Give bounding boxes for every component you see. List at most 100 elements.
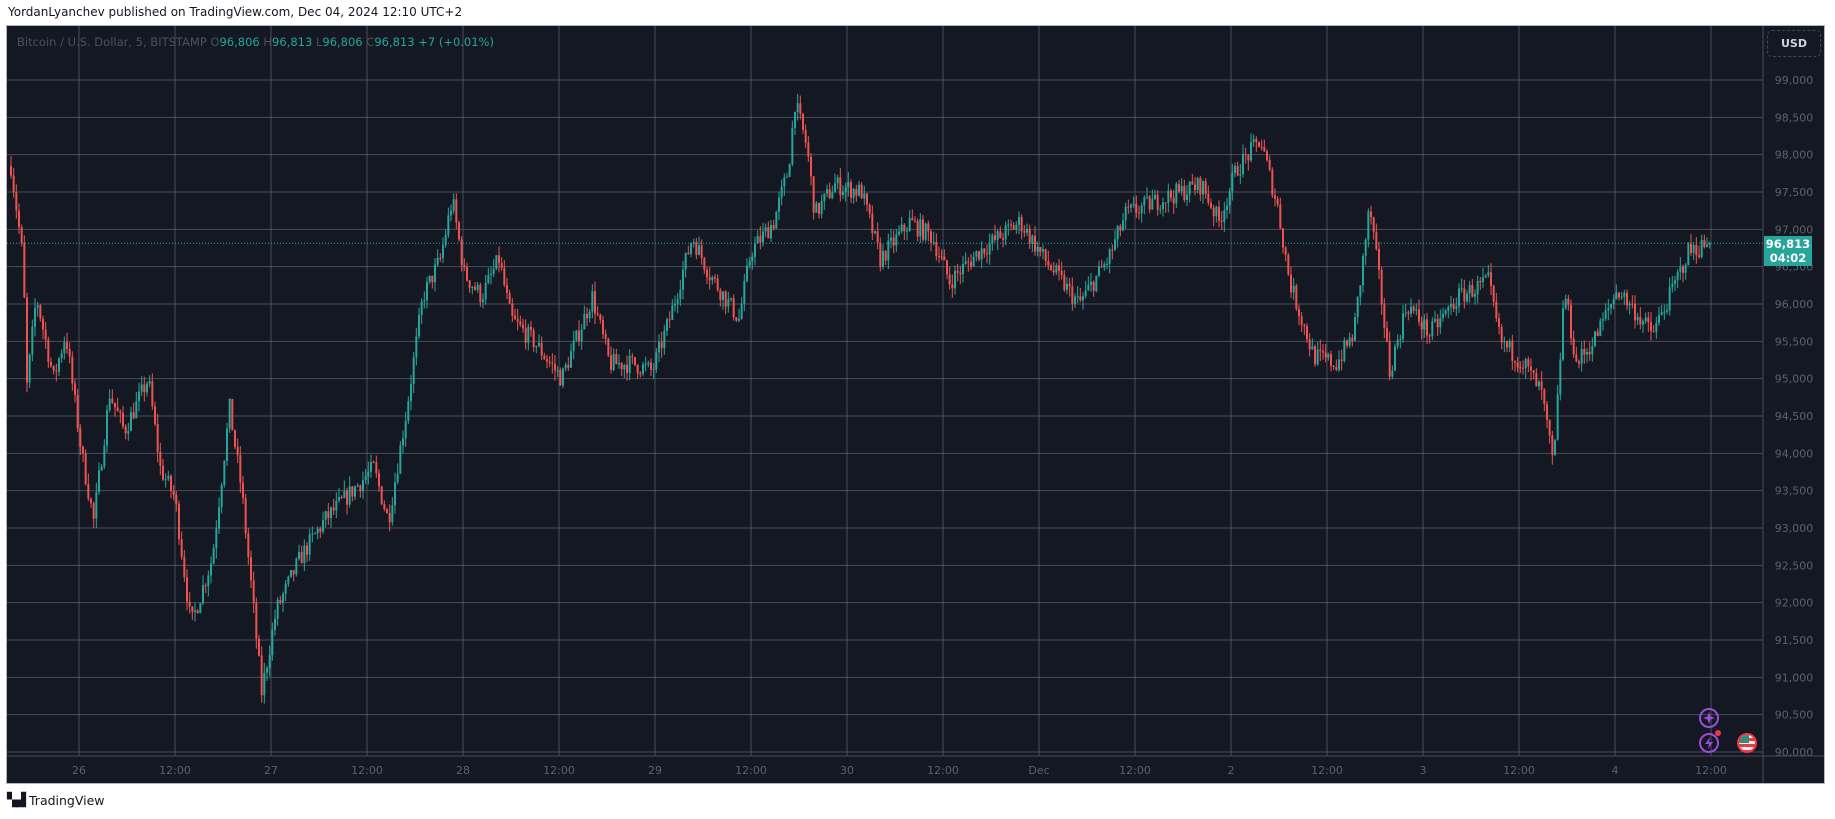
candle-body: [1151, 199, 1154, 210]
candle-body: [295, 558, 298, 575]
candle-body: [282, 593, 284, 603]
candle-body: [1543, 389, 1546, 405]
candle-body: [754, 243, 756, 257]
candle-body: [1442, 313, 1444, 319]
candle-body: [810, 156, 812, 177]
candle-body: [636, 364, 639, 374]
candle-body: [1183, 185, 1186, 200]
candle-body: [1255, 138, 1258, 142]
candle-body: [130, 412, 132, 431]
candle-body: [1562, 308, 1564, 360]
candle-body: [1394, 346, 1396, 371]
candle-body: [586, 313, 588, 319]
candle-body: [1268, 160, 1271, 170]
candle-body: [66, 342, 68, 350]
candle-body: [703, 258, 706, 270]
candle-body: [116, 407, 119, 412]
time-tick-label: 12:00: [1503, 764, 1535, 777]
candle-body: [1159, 209, 1162, 211]
candle-body: [1087, 284, 1090, 291]
candle-body: [498, 255, 500, 263]
candle-body: [1700, 240, 1703, 257]
candle-body: [162, 465, 164, 480]
candle-body: [122, 412, 124, 427]
candle-body: [826, 189, 828, 194]
candle-body: [1375, 232, 1378, 249]
candle-body: [263, 672, 266, 696]
tradingview-footer: ▚▟ TradingView: [7, 793, 105, 808]
candle-body: [1407, 312, 1410, 314]
candle-body: [255, 602, 258, 639]
candle-body: [1423, 319, 1426, 330]
candle-body: [951, 284, 954, 289]
candle-body: [564, 364, 567, 369]
lightning-icon[interactable]: [1699, 730, 1721, 753]
candle-body: [740, 303, 743, 319]
candle-body: [519, 321, 522, 325]
candle-body: [234, 430, 236, 447]
candle-body: [1114, 239, 1116, 250]
currency-button[interactable]: USD: [1767, 30, 1821, 57]
candle-body: [876, 231, 879, 243]
candle-body: [300, 552, 303, 564]
candle-body: [1018, 217, 1020, 225]
candle-body: [1340, 359, 1343, 361]
time-tick-label: 12:00: [1695, 764, 1727, 777]
candle-body: [220, 484, 223, 508]
us-flag-icon[interactable]: [1737, 733, 1757, 753]
candle-body: [972, 256, 975, 267]
candle-body: [348, 486, 351, 505]
candle-body: [372, 462, 375, 464]
candle-body: [1135, 204, 1138, 213]
candle-body: [1210, 202, 1212, 208]
candle-body: [143, 384, 146, 393]
candle-body: [138, 391, 140, 402]
candle-body: [716, 278, 719, 291]
candle-body: [1604, 310, 1607, 319]
candle-body: [434, 264, 436, 283]
candle-body: [1311, 346, 1314, 350]
candle-body: [274, 618, 276, 630]
candle-body: [1706, 244, 1708, 248]
candle-body: [650, 362, 652, 370]
candle-body: [508, 292, 511, 304]
candle-body: [1610, 303, 1612, 309]
sparkle-icon[interactable]: [1699, 708, 1719, 728]
candle-body: [1594, 331, 1596, 347]
candle-body: [1599, 320, 1602, 337]
price-chart[interactable]: 90,000 90,500 91,000 91,500 92,000 92,500 93,0…: [0, 0, 1835, 790]
candle-body: [1612, 299, 1615, 304]
candle-body: [1050, 265, 1052, 271]
high-value: 96,813: [272, 35, 313, 49]
candle-body: [844, 187, 847, 192]
candle-body: [660, 341, 663, 349]
candle-body: [1436, 318, 1439, 328]
candle-body: [506, 285, 508, 293]
candle-body: [1532, 370, 1535, 374]
candle-body: [1684, 264, 1687, 273]
candle-body: [1466, 293, 1468, 302]
candle-body: [1431, 321, 1434, 337]
candle-body: [1284, 247, 1287, 255]
time-tick-label: 30: [840, 764, 854, 777]
candle-body: [306, 545, 308, 555]
candle-body: [898, 231, 900, 235]
candle-body: [1559, 359, 1562, 395]
time-tick-label: 3: [1420, 764, 1427, 777]
candle-body: [540, 342, 543, 356]
candle-body: [1199, 177, 1202, 195]
time-tick-label: 29: [648, 764, 662, 777]
candle-body: [92, 503, 95, 519]
candle-body: [1122, 220, 1124, 231]
time-tick-label: 12:00: [159, 764, 191, 777]
candle-body: [604, 334, 607, 339]
candle-body: [482, 299, 484, 303]
candle-body: [1247, 155, 1250, 161]
candle-body: [1290, 274, 1292, 293]
candle-body: [276, 599, 279, 619]
candle-body: [866, 193, 868, 205]
candle-body: [1079, 296, 1082, 301]
candle-body: [346, 490, 348, 505]
time-tick-label: 12:00: [351, 764, 383, 777]
candle-body: [988, 243, 991, 255]
